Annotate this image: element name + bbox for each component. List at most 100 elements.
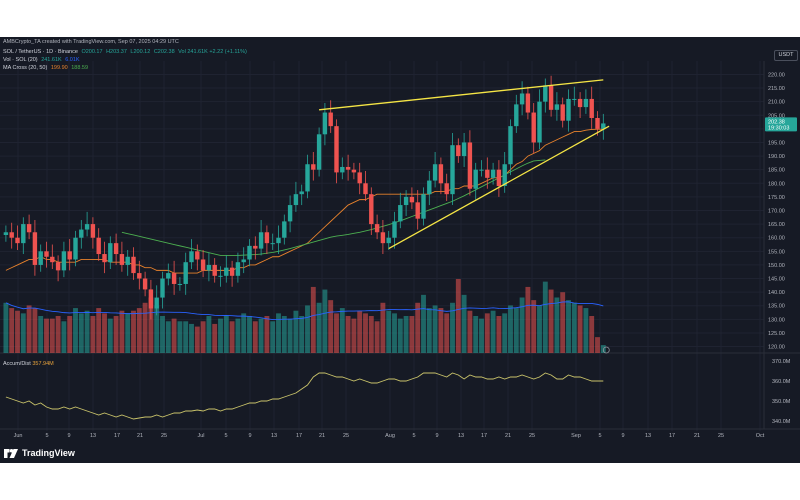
adl-label[interactable]: Accum/Dist (3, 361, 31, 367)
tradingview-brand: TradingView (22, 448, 75, 458)
volume-bar (200, 321, 206, 353)
ohlc-high: H203.37 (106, 49, 127, 55)
volume-bar (426, 308, 432, 353)
x-tick-label: Jun (14, 433, 23, 439)
candle-body (589, 98, 594, 118)
volume-bar (61, 321, 67, 353)
x-tick-label: 9 (621, 433, 624, 439)
candle-body (79, 229, 84, 238)
candle-body (328, 112, 333, 127)
tradingview-logo[interactable]: TradingView (4, 447, 75, 459)
price-tick-label: 160.00 (768, 236, 785, 242)
volume-bar (305, 305, 310, 353)
x-tick-label: 21 (694, 433, 700, 439)
volume-bar (206, 316, 212, 353)
x-tick-label: 5 (598, 433, 601, 439)
volume-bar (281, 316, 287, 353)
candle-body (253, 245, 258, 249)
trendline (388, 125, 610, 250)
candle-body (131, 256, 136, 274)
candle-body (548, 85, 554, 110)
volume-bar (357, 310, 363, 353)
volume-bar (241, 313, 247, 353)
candle-body (270, 243, 275, 245)
candle-body (577, 98, 583, 108)
volume-bar (148, 297, 154, 353)
volume-bar (525, 286, 531, 353)
x-tick-label: Aug (385, 433, 395, 439)
candle-body (456, 145, 461, 157)
volume-bar (107, 318, 113, 353)
x-tick-label: Oct (756, 433, 765, 439)
candle-body (485, 169, 490, 178)
candle-body (160, 278, 165, 298)
candle-body (229, 267, 235, 276)
volume-bar (310, 286, 316, 353)
candle-body (316, 134, 322, 170)
volume-bar (44, 318, 49, 353)
volume-bar (160, 316, 165, 353)
volume-bar (351, 318, 357, 353)
volume-bar (131, 310, 136, 353)
candle-body (305, 164, 310, 192)
candle-body (601, 123, 606, 129)
candle-body (119, 254, 125, 265)
event-marker-icon (602, 346, 610, 354)
price-tick-label: 195.00 (768, 140, 785, 146)
candle-body (369, 194, 374, 225)
volume-bar (490, 310, 496, 353)
candle-body (195, 251, 200, 260)
volume-bar (49, 318, 55, 353)
volume-bar (3, 302, 9, 353)
volume-bar (496, 316, 502, 353)
candle-body (137, 273, 142, 279)
volume-bar (252, 321, 258, 353)
adl-tick-label: 340.0M (772, 419, 791, 425)
candle-body (264, 232, 270, 244)
volume-bar (136, 308, 142, 353)
currency-button[interactable]: USDT (774, 50, 798, 61)
price-chart[interactable]: 120.00 125.00 130.00 135.00 140.00 145.00 150.… (0, 37, 800, 463)
x-tick-label: 25 (161, 433, 167, 439)
volume-bar (548, 289, 554, 353)
candle-body (299, 191, 304, 195)
candle-body (224, 267, 229, 276)
candle-body (55, 262, 61, 271)
volume-bar (583, 308, 589, 353)
candle-body (44, 251, 49, 257)
symbol-label[interactable]: SOL / TetherUS · 1D · Binance (3, 49, 78, 55)
candle-body (496, 169, 502, 187)
volume-bar (392, 313, 397, 353)
price-tick-label: 125.00 (768, 331, 785, 337)
candle-body (154, 297, 159, 309)
candle-body (200, 259, 206, 271)
x-tick-label: 9 (67, 433, 70, 439)
candle-body (38, 251, 43, 265)
candle-body (374, 224, 380, 233)
volume-bar (38, 316, 44, 353)
volume-bar (589, 316, 595, 353)
price-tick-label: 165.00 (768, 222, 785, 228)
candle-body (102, 254, 107, 263)
price-tick-label: 170.00 (768, 209, 785, 215)
volume-bar (276, 313, 281, 353)
volume-bar (96, 308, 102, 353)
volume-bar (32, 308, 38, 353)
candle-body (241, 259, 246, 263)
candle-body (461, 142, 467, 157)
candle-body (392, 221, 397, 238)
price-tick-label: 210.00 (768, 100, 785, 106)
candle-body (84, 224, 90, 230)
candle-body (293, 194, 299, 206)
x-tick-label: 5 (412, 433, 415, 439)
candle-body (108, 243, 113, 263)
candle-body (125, 256, 130, 265)
volume-bar (467, 310, 473, 353)
candle-body (67, 251, 72, 260)
price-tick-label: 150.00 (768, 263, 785, 269)
volume-bar (415, 302, 421, 353)
candle-body (334, 126, 339, 173)
ma-label[interactable]: MA Cross (20, 50) (3, 65, 48, 71)
volume-label[interactable]: Vol · SOL (20) (3, 57, 38, 63)
volume-bar (328, 300, 334, 353)
